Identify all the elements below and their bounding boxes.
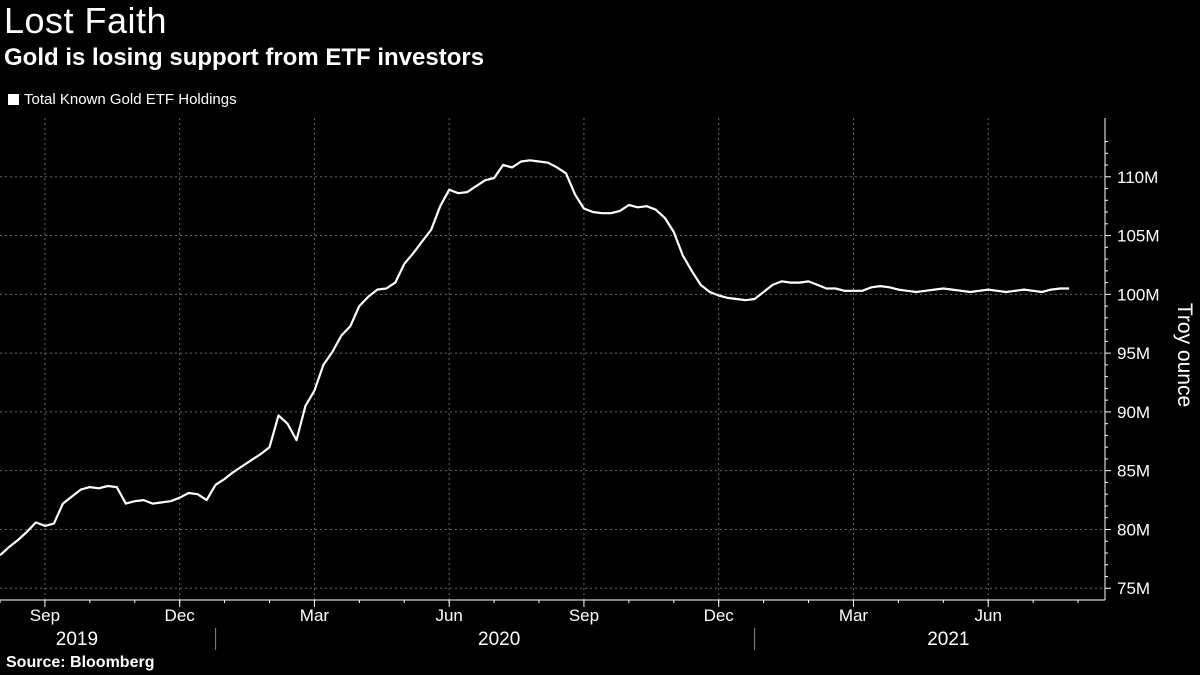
y-axis-title: Troy ounce — [1173, 303, 1196, 407]
x-tick-label: Mar — [300, 606, 330, 625]
x-tick-label: Mar — [839, 606, 869, 625]
x-tick-label: Jun — [435, 606, 462, 625]
x-tick-label: Sep — [569, 606, 599, 625]
x-tick-label: Dec — [704, 606, 735, 625]
year-label: 2020 — [478, 629, 520, 650]
y-tick-label: 110M — [1117, 168, 1158, 187]
y-tick-label: 105M — [1117, 227, 1160, 246]
legend-label: Total Known Gold ETF Holdings — [24, 91, 237, 108]
y-tick-label: 90M — [1117, 403, 1150, 422]
y-tick-label: 80M — [1117, 520, 1150, 539]
x-tick-label: Jun — [975, 606, 1002, 625]
year-label: 2019 — [56, 629, 98, 650]
x-tick-label: Sep — [30, 606, 60, 625]
year-label: 2021 — [927, 629, 969, 650]
chart-subtitle: Gold is losing support from ETF investor… — [4, 44, 485, 71]
series-line — [0, 159, 1070, 557]
source-note: Source: Bloomberg — [6, 654, 155, 671]
legend: Total Known Gold ETF Holdings — [8, 91, 237, 108]
y-tick-label: 75M — [1117, 579, 1150, 598]
y-tick-label: 100M — [1117, 285, 1160, 304]
chart-title: Lost Faith — [4, 0, 168, 41]
legend-swatch — [8, 94, 19, 105]
y-tick-label: 85M — [1117, 462, 1150, 481]
x-tick-label: Dec — [165, 606, 196, 625]
y-tick-label: 95M — [1117, 344, 1150, 363]
